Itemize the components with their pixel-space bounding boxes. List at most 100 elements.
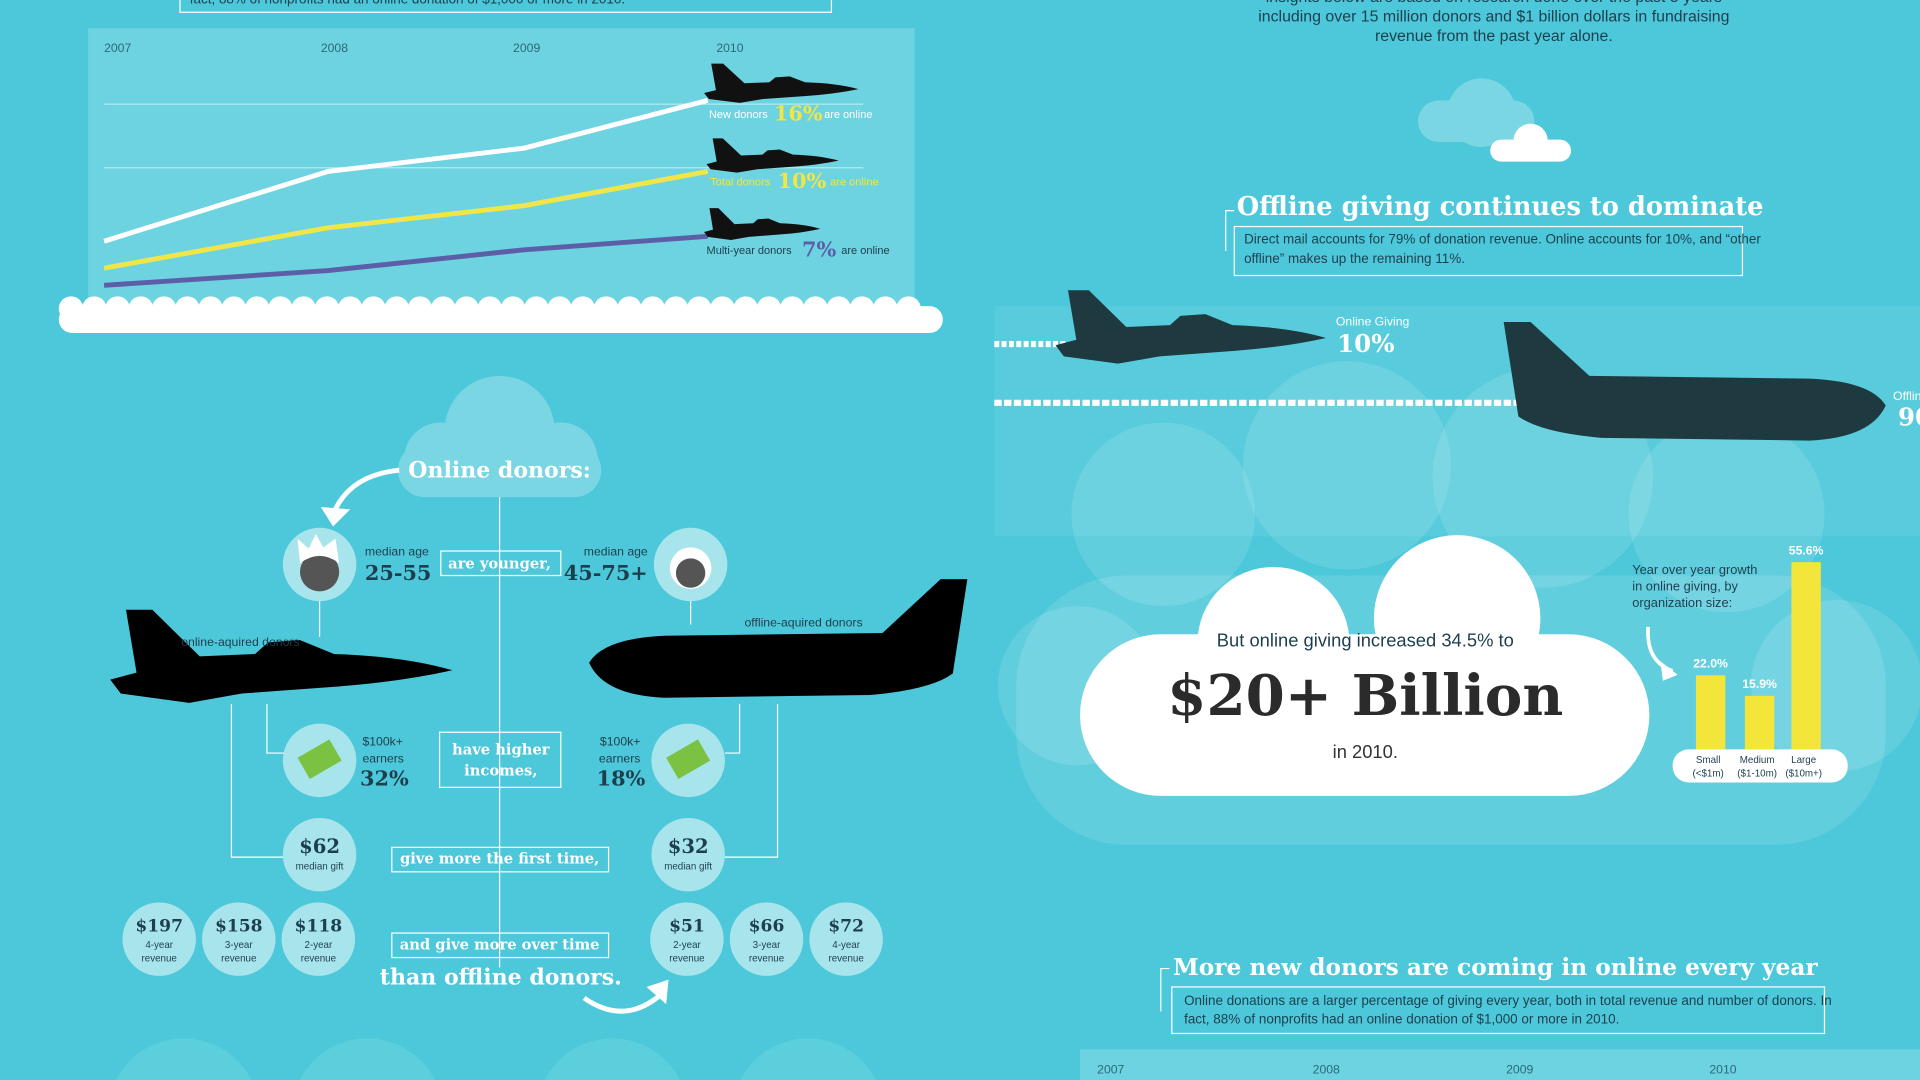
stat-value: 45-75+ <box>564 560 648 585</box>
bar-category: Large <box>1791 755 1816 766</box>
plane-label: online-aquired donors <box>181 635 299 649</box>
section-text: Direct mail accounts for 79% of donation… <box>1244 232 1761 247</box>
cloud <box>1628 416 1825 613</box>
main-cloud <box>1080 535 1650 796</box>
revenue-term: 4-year <box>145 940 173 951</box>
section-text: Online donations are a larger percentage… <box>1184 993 1832 1008</box>
connector-box <box>391 846 610 873</box>
hair <box>297 533 340 564</box>
cloud <box>500 296 526 321</box>
cloud <box>1242 361 1452 570</box>
cloud <box>268 296 293 321</box>
bar-base <box>1672 749 1848 783</box>
cloud <box>740 1038 876 1080</box>
revenue-circle <box>729 902 804 976</box>
intro-text: insights below are based on research don… <box>1266 0 1722 6</box>
chart-panel <box>1080 1049 1920 1080</box>
series-label: Multi-year donors <box>707 245 793 257</box>
cloud <box>873 296 898 321</box>
plane-value: 90% <box>1898 402 1920 431</box>
cloud <box>1490 139 1572 162</box>
connector-text: incomes, <box>464 762 537 779</box>
revenue-unit: revenue <box>749 953 784 964</box>
small-cloud <box>1417 78 1572 162</box>
year-label: 2009 <box>513 41 540 55</box>
avatars <box>282 527 728 602</box>
section-text: fact, 88% of nonprofits had an online do… <box>1184 1012 1619 1027</box>
revenue-term: 4-year <box>832 940 860 951</box>
series-suffix: are online <box>830 176 878 188</box>
cloud <box>314 296 340 321</box>
gift-circle <box>651 817 725 892</box>
cloud <box>1417 100 1535 143</box>
year-label: 2007 <box>104 41 131 55</box>
connector <box>724 704 741 754</box>
growth-amount: $20+ Billion <box>1167 663 1563 729</box>
stat-value: 18% <box>597 766 646 791</box>
stat-label: $100k+ <box>362 734 402 748</box>
cloud <box>663 296 689 321</box>
revenue-term: 3-year <box>225 940 253 951</box>
year-label: 2008 <box>1313 1062 1340 1076</box>
bar-value: 55.6% <box>1789 543 1824 557</box>
plane-value: 10% <box>1337 329 1394 358</box>
cloud <box>803 296 828 321</box>
bar <box>1695 675 1726 750</box>
cloud <box>105 296 130 321</box>
cloud <box>593 296 619 321</box>
connector-text: and give more over time <box>400 936 600 953</box>
connector-box <box>440 550 562 577</box>
stat-label: median age <box>584 544 648 558</box>
connector-box <box>391 932 610 959</box>
series-value: 16% <box>774 101 823 126</box>
revenue-value: $51 <box>669 916 705 936</box>
text-box <box>1171 986 1826 1035</box>
cloud <box>849 296 875 321</box>
section-title: More new donors are coming in online eve… <box>1173 954 1818 981</box>
year-label: 2010 <box>716 41 743 55</box>
chart-panel <box>88 28 915 316</box>
cloud <box>1071 422 1256 607</box>
cloud <box>617 296 642 321</box>
cloud <box>896 296 921 321</box>
series-value: 7% <box>802 237 836 262</box>
cloud <box>299 1038 436 1080</box>
cloud <box>570 296 596 321</box>
revenue-circle <box>281 902 356 976</box>
growth-tail: in 2010. <box>1333 741 1398 762</box>
trend-line <box>103 98 709 244</box>
arrow-head <box>320 506 351 527</box>
revenue-unit: revenue <box>669 953 704 964</box>
connectors <box>230 601 779 858</box>
cloud <box>244 296 270 321</box>
cloud <box>544 1038 680 1080</box>
series-label: New donors <box>709 109 768 121</box>
cloud <box>128 296 154 321</box>
connector <box>230 704 285 858</box>
closing-text: than offline donors. <box>380 964 622 990</box>
year-label: 2008 <box>321 41 348 55</box>
text-box <box>1233 225 1744 277</box>
cloud <box>1672 749 1848 783</box>
revenue-unit: revenue <box>221 953 256 964</box>
cloud <box>686 296 712 321</box>
cloud <box>710 296 735 321</box>
plane-label: Offline Giving <box>1893 389 1920 403</box>
bar-value: 22.0% <box>1693 657 1728 671</box>
stat-label: median gift <box>296 862 344 873</box>
revenue-circle <box>122 902 196 976</box>
chart-title: Year over year growth <box>1632 562 1757 577</box>
connector <box>266 704 285 754</box>
bar-category: (<$1m) <box>1693 768 1724 779</box>
bar-chart <box>1695 562 1821 750</box>
cloud <box>1080 634 1650 796</box>
cloud <box>733 296 758 321</box>
series-label: Total donors <box>710 176 771 188</box>
stat-label: $100k+ <box>600 734 640 748</box>
cloud <box>780 296 805 321</box>
cloud <box>82 296 107 321</box>
bar-category: ($1-10m) <box>1737 768 1777 779</box>
cloud <box>115 1038 252 1080</box>
revenue-circle <box>202 902 276 976</box>
bracket <box>1225 210 1235 252</box>
